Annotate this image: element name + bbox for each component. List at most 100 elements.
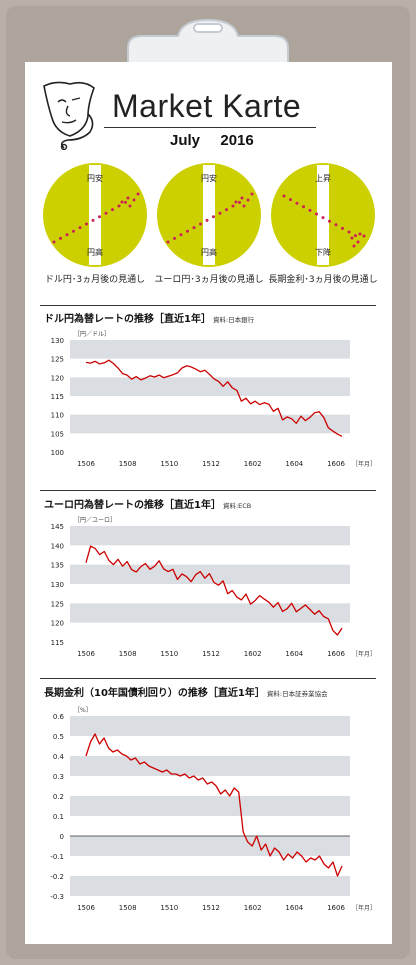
x-tick-label: 1512 [202, 460, 220, 468]
forecast-axis-band [89, 165, 101, 265]
x-tick-label: 1604 [285, 904, 303, 912]
forecast-axis-band [203, 165, 215, 265]
x-tick-label: 1602 [244, 904, 262, 912]
y-tick-label: 0.6 [53, 713, 65, 721]
y-tick-label: -0.1 [50, 853, 64, 861]
forecast-dot [358, 232, 362, 236]
forecast-dot [302, 205, 305, 209]
forecast-dot [85, 222, 88, 226]
grid-band [70, 526, 350, 546]
forecast-dot [59, 236, 62, 240]
forecast-bottom-label: 下降 [315, 247, 331, 257]
x-tick-label: 1606 [327, 904, 345, 912]
forecast-dot [179, 233, 183, 237]
x-tick-label: 1506 [77, 460, 95, 468]
forecast-dot [111, 208, 114, 212]
x-tick-label: 1510 [160, 650, 178, 658]
y-tick-label: 125 [51, 356, 64, 364]
x-axis-unit: ［年月］ [352, 650, 376, 658]
y-tick-label: 105 [51, 430, 64, 438]
forecast-dot [132, 198, 136, 202]
forecast-label: ユーロ円･3ヵ月後の見通し [154, 275, 264, 285]
issue-date: July 2016 [170, 132, 254, 149]
chart-eurjpy: 145 140 135 130 125 120 115 ［円／ユーロ］ 1506 1508 1510… [51, 517, 376, 658]
forecast-usdjpy: 円安 円高 ドル円･3ヵ月後の見通し [42, 158, 148, 288]
forecast-dot [347, 230, 351, 234]
title-rule [104, 127, 316, 128]
page-title: Market Karte [112, 88, 302, 124]
y-tick-label: 125 [51, 600, 64, 608]
grid-band [70, 377, 350, 396]
forecast-dot [72, 229, 75, 233]
chart-title-long-term-rate: 長期金利（10年国債利回り）の推移［直近1年］ 資料:日本証券業協会 [44, 688, 328, 699]
forecast-dot [78, 226, 82, 230]
y-tick-label: 110 [51, 412, 64, 420]
forecast-dot [98, 215, 101, 219]
forecast-dot [231, 204, 235, 208]
x-tick-label: 1506 [77, 904, 95, 912]
x-tick-label: 1508 [119, 460, 137, 468]
forecast-dot [192, 226, 196, 230]
forecast-dot [173, 236, 176, 240]
forecast-dot [240, 196, 244, 200]
grid-band [70, 603, 350, 623]
y-tick-label: 120 [51, 620, 64, 628]
forecast-dot [225, 208, 228, 212]
forecast-bottom-label: 円高 [87, 247, 103, 257]
forecast-dot [250, 192, 254, 196]
chart-usdjpy: 130 125 120 115 110 105 100 ［円／ドル］ 1506 1508 1510 1… [51, 331, 376, 468]
forecast-dot [321, 216, 325, 220]
forecast-top-label: 上昇 [315, 174, 331, 183]
chart-long-term-rate: 0.6 0.5 0.4 0.3 0.2 0.1 0 -0.1 -0.2 -0.3 ［%］ 1506 15… [50, 707, 376, 912]
x-axis-unit: ［年月］ [352, 460, 376, 468]
forecast-dot [341, 226, 344, 230]
y-tick-label: 0.3 [53, 773, 64, 781]
y-tick-label: 100 [51, 449, 64, 457]
forecast-axis-band [317, 165, 329, 265]
x-tick-label: 1512 [202, 904, 220, 912]
series-line [85, 545, 343, 636]
y-tick-label: 115 [51, 393, 64, 401]
x-tick-label: 1606 [327, 460, 345, 468]
y-tick-label: 0 [60, 833, 64, 841]
section-divider [40, 678, 376, 679]
forecast-dot [334, 223, 338, 227]
forecast-dot [65, 233, 69, 237]
forecast-long-term-rate: 上昇下降長期金利･3ヵ月後の見通し [268, 158, 378, 288]
forecast-bottom-label: 円高 [201, 247, 217, 257]
forecast-dot [354, 234, 357, 238]
forecast-top-label: 円安 [87, 173, 103, 183]
forecast-dot [352, 244, 356, 248]
grid-band [70, 340, 350, 359]
forecast-dot [52, 240, 56, 244]
forecast-label: 長期金利･3ヵ月後の見通し [268, 275, 378, 285]
forecast-dot [350, 236, 354, 240]
y-tick-label: 140 [51, 542, 64, 550]
x-tick-label: 1602 [244, 460, 262, 468]
x-tick-label: 1510 [160, 904, 178, 912]
forecast-dot [315, 212, 318, 216]
y-axis-unit: ［円／ドル］ [74, 331, 110, 338]
grid-band [70, 836, 350, 856]
forecast-dot [124, 200, 127, 204]
series-line [85, 359, 343, 437]
forecast-dot [104, 211, 108, 215]
forecast-dot [289, 198, 292, 202]
x-axis-unit: ［年月］ [352, 904, 376, 912]
forecast-dot [205, 218, 209, 222]
grid-band [70, 876, 350, 896]
y-tick-label: 135 [51, 562, 64, 570]
doctor-stethoscope-logo [43, 81, 95, 150]
y-tick-label: 0.4 [53, 753, 65, 761]
forecast-dot [166, 240, 170, 244]
forecast-dot [238, 200, 241, 204]
y-tick-label: 0.1 [53, 813, 64, 821]
y-tick-label: 130 [51, 581, 64, 589]
forecast-dot [328, 219, 331, 223]
grid-band [70, 756, 350, 776]
forecast-dot [117, 204, 121, 208]
section-divider [40, 490, 376, 491]
forecast-dot [120, 200, 124, 204]
chart-title-usdjpy: ドル円為替レートの推移［直近1年］ 資料:日本銀行 [44, 314, 255, 325]
